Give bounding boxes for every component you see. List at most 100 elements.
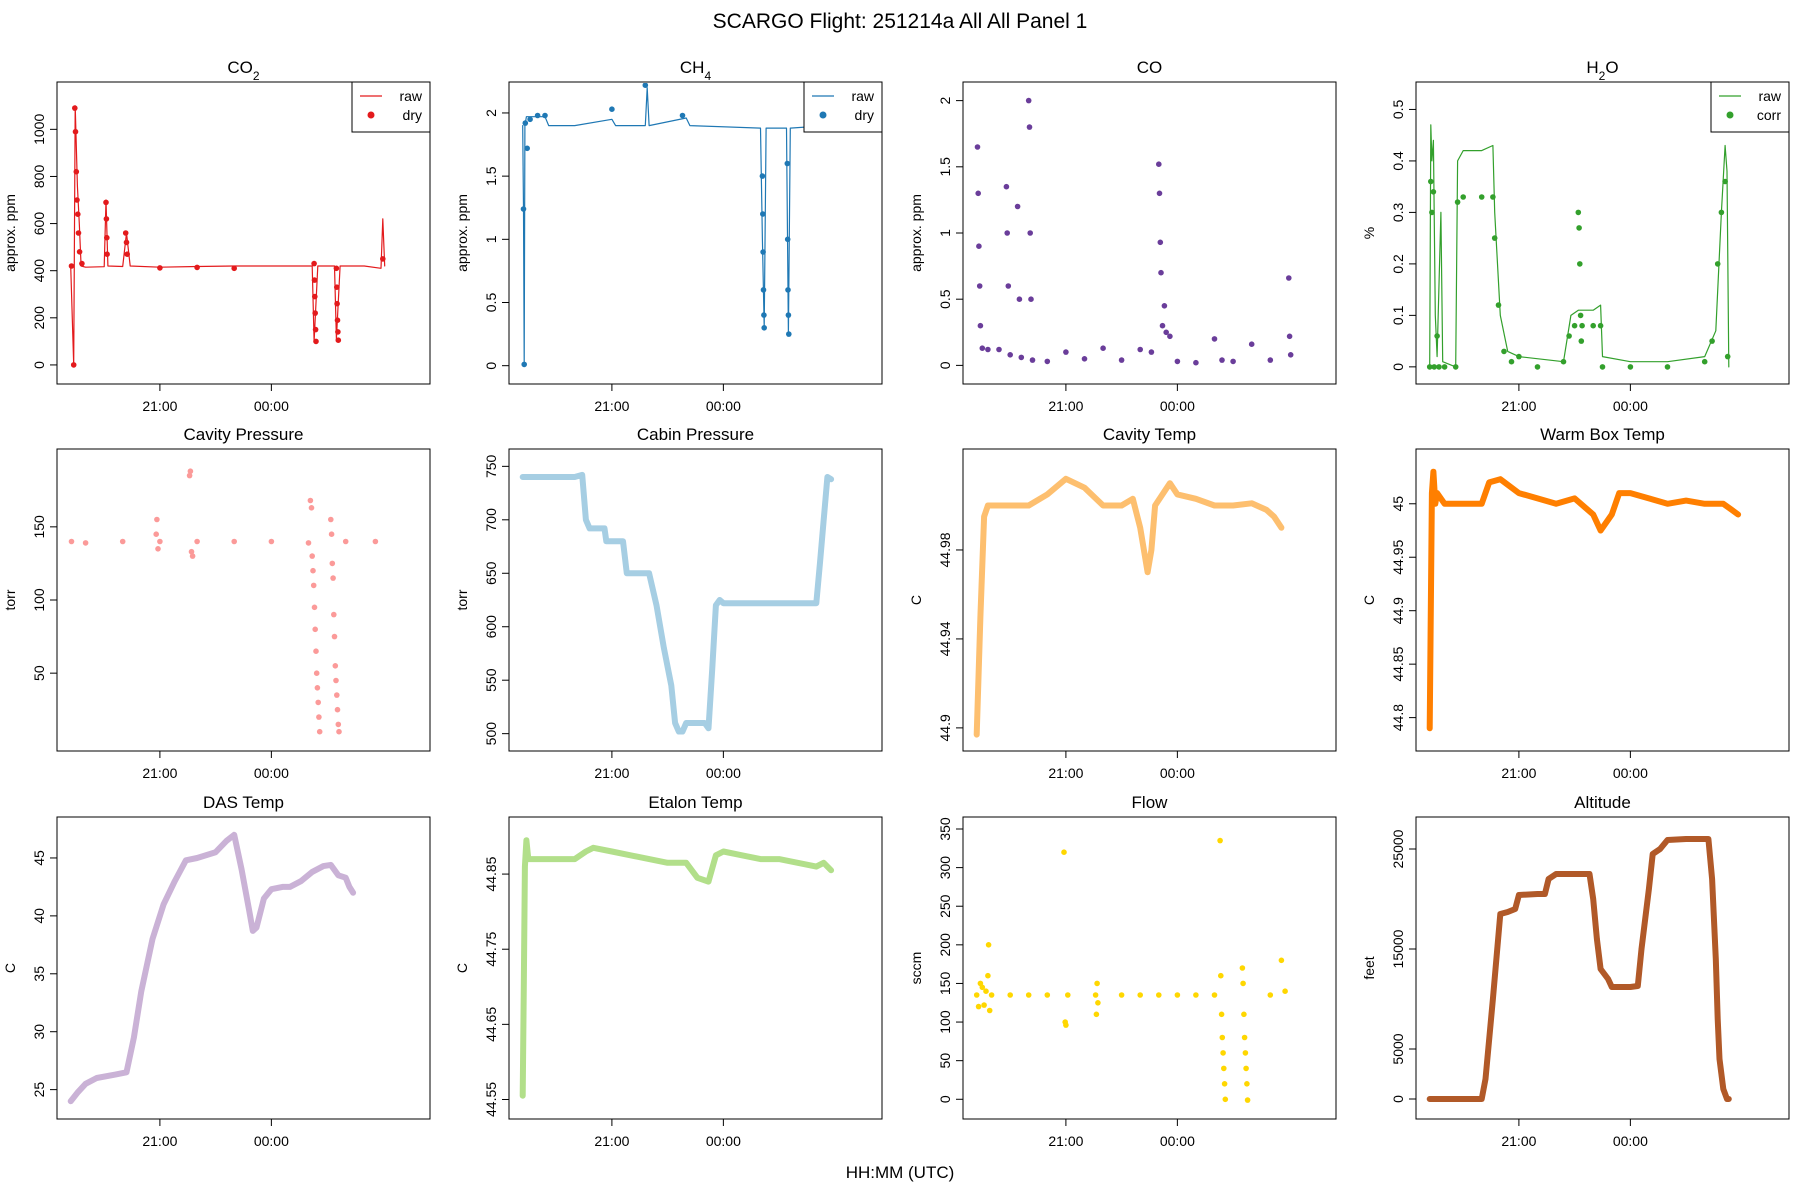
- panel-title-subscript: 2: [1599, 69, 1606, 83]
- data-point: [335, 721, 342, 728]
- data-point: [1441, 364, 1448, 370]
- data-point: [186, 472, 193, 479]
- x-tick-label: 00:00: [706, 398, 741, 414]
- data-point: [986, 1007, 993, 1014]
- y-tick-label: 0.4: [1390, 151, 1406, 171]
- legend-point-symbol: [819, 111, 827, 119]
- x-tick-label: 21:00: [142, 398, 177, 414]
- data-point: [1286, 333, 1293, 340]
- data-point: [313, 648, 319, 654]
- y-axis-label: C: [2, 963, 18, 973]
- y-tick-label: 25: [31, 1082, 47, 1098]
- x-tick-label: 00:00: [1160, 398, 1195, 414]
- data-point: [1534, 364, 1541, 370]
- data-point: [1508, 358, 1515, 365]
- series-line-altitude: [1426, 836, 1732, 1102]
- x-axis-title: HH:MM (UTC): [845, 1163, 955, 1182]
- data-point: [979, 345, 986, 352]
- panel-title-subscript: 4: [704, 69, 711, 83]
- y-tick-label: 44.98: [937, 532, 953, 567]
- y-tick-label: 15000: [1390, 929, 1406, 968]
- data-point: [1426, 364, 1433, 370]
- y-axis-label: sccm: [908, 952, 924, 985]
- data-point: [311, 260, 317, 267]
- data-point: [1434, 333, 1440, 339]
- data-point: [642, 83, 649, 88]
- panel-title: DAS Temp: [203, 793, 284, 812]
- plot-area: [68, 105, 386, 368]
- data-point: [1244, 1081, 1250, 1087]
- data-point: [1148, 349, 1155, 355]
- data-point: [761, 325, 767, 331]
- data-point: [759, 173, 766, 179]
- data-point: [74, 197, 80, 203]
- x-tick-label: 21:00: [594, 398, 629, 414]
- data-point: [268, 538, 275, 545]
- plot-area: [973, 475, 1285, 738]
- data-point: [1709, 338, 1715, 344]
- data-point: [1092, 992, 1099, 998]
- data-point: [534, 112, 541, 119]
- y-tick-label: 200: [937, 933, 953, 957]
- data-point: [761, 312, 767, 318]
- legend-label: raw: [1758, 88, 1781, 104]
- data-point: [760, 287, 767, 293]
- data-point: [123, 239, 130, 246]
- data-point: [331, 633, 338, 640]
- y-tick-label: 0: [1390, 363, 1406, 371]
- data-point: [70, 362, 77, 368]
- data-point: [1701, 358, 1708, 365]
- data-point: [1241, 1011, 1247, 1018]
- y-tick-label: 600: [483, 615, 499, 639]
- data-point: [334, 317, 341, 323]
- data-point: [331, 611, 337, 618]
- y-tick-label: 2: [483, 109, 499, 117]
- data-point: [334, 300, 340, 307]
- data-point: [985, 346, 991, 353]
- data-point: [1560, 358, 1567, 365]
- panel-frame: [962, 81, 1337, 385]
- data-point: [1029, 357, 1036, 363]
- panel-frame: [1415, 816, 1790, 1120]
- panel-11: Flow 21:00 00:00 0 50 100 150 200 250 300 350 sccm: [908, 793, 1337, 1149]
- data-point: [308, 505, 315, 511]
- panel-title-main: H: [1586, 58, 1598, 77]
- data-point: [985, 942, 992, 948]
- data-point: [231, 538, 237, 545]
- plot-area: [1426, 124, 1731, 370]
- data-point: [1724, 353, 1731, 360]
- data-point: [1219, 357, 1225, 363]
- panel-2: CH4 21:00 00:00 0 0.5 1 1.5 2 approx. ppm raw dry: [454, 58, 883, 414]
- legend-point-symbol: [367, 111, 375, 119]
- legend-box: [803, 81, 883, 133]
- data-point: [189, 553, 196, 559]
- data-point: [1571, 322, 1578, 329]
- data-point: [1026, 124, 1033, 130]
- data-point: [194, 538, 200, 545]
- plot-area: [519, 471, 835, 735]
- data-point: [309, 553, 315, 559]
- data-point: [1239, 965, 1246, 971]
- data-point: [1218, 1011, 1225, 1018]
- y-tick-label: 100: [31, 588, 47, 612]
- data-point: [1157, 239, 1164, 246]
- data-point: [1065, 992, 1071, 998]
- y-tick-label: 400: [31, 259, 47, 283]
- x-tick-label: 21:00: [1501, 1133, 1536, 1149]
- legend-label: raw: [399, 88, 422, 104]
- data-point: [1007, 992, 1013, 998]
- data-point: [1217, 837, 1223, 844]
- data-point: [75, 230, 82, 236]
- data-point: [1491, 235, 1498, 241]
- data-point: [336, 728, 342, 735]
- data-point: [328, 516, 334, 523]
- panel-9: DAS Temp 21:00 00:00 25 30 35 40 45 C: [2, 793, 431, 1149]
- data-point: [1061, 849, 1067, 855]
- legend-box: [1710, 81, 1790, 133]
- data-point: [1218, 972, 1224, 979]
- data-point: [157, 538, 163, 545]
- data-point: [1005, 283, 1012, 289]
- data-point: [124, 251, 130, 257]
- data-point: [977, 322, 984, 329]
- x-tick-label: 00:00: [1613, 398, 1648, 414]
